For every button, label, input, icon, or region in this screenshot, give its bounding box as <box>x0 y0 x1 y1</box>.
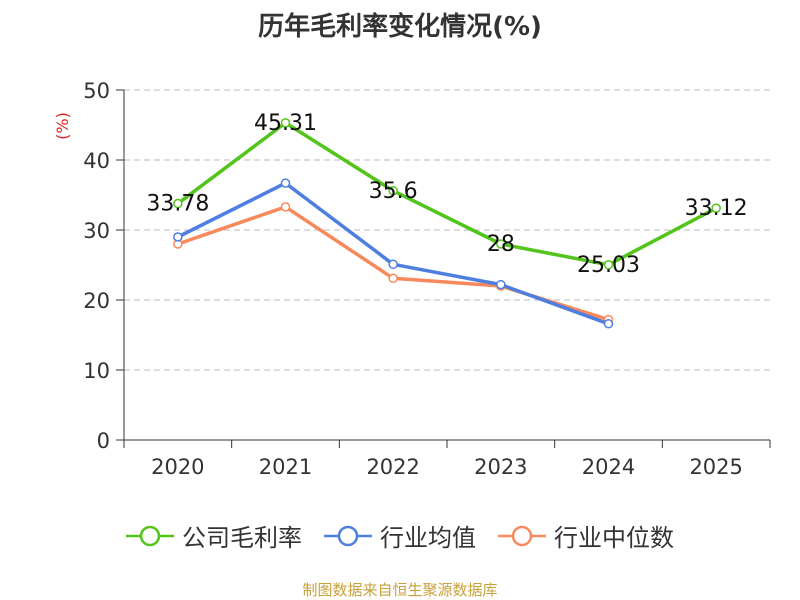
x-tick-label: 2020 <box>151 455 204 479</box>
y-tick-label: 10 <box>83 359 110 383</box>
data-point <box>496 279 506 290</box>
data-point <box>388 259 398 270</box>
data-point <box>280 118 291 128</box>
data-point <box>388 186 398 196</box>
legend-item-company[interactable]: 公司毛利率 <box>126 518 302 553</box>
x-tick-label: 2024 <box>582 455 635 479</box>
y-tick-label: 20 <box>83 289 110 313</box>
legend-swatch-industry-median <box>498 525 546 546</box>
data-point <box>603 260 614 270</box>
data-label: 25.03 <box>577 253 640 278</box>
series-line-0 <box>176 121 717 267</box>
data-point <box>603 319 614 329</box>
data-label: 45.31 <box>254 111 317 136</box>
y-tick-label: 40 <box>83 149 110 173</box>
x-tick-label: 2021 <box>259 455 312 479</box>
legend-label-company: 公司毛利率 <box>182 524 302 552</box>
legend-item-industry-median[interactable]: 行业中位数 <box>498 518 674 553</box>
y-tick-label: 30 <box>83 219 110 243</box>
data-point <box>173 198 183 209</box>
data-label: 33.12 <box>685 196 748 221</box>
y-axis-unit-label: (%) <box>53 112 72 140</box>
data-point <box>280 178 291 188</box>
data-point <box>280 202 291 212</box>
legend-swatch-industry-mean <box>324 525 372 546</box>
chart-title: 历年毛利率变化情况(%) <box>258 12 542 42</box>
y-tick-label: 50 <box>83 79 110 103</box>
data-point <box>388 273 398 284</box>
data-label: 33.78 <box>146 192 209 217</box>
source-note: 制图数据来自恒生聚源数据库 <box>302 581 498 599</box>
legend-label-industry-mean: 行业均值 <box>380 524 476 552</box>
y-tick-label: 0 <box>97 429 110 453</box>
x-tick-label: 2023 <box>474 455 527 479</box>
data-labels: 33.78 45.31 35.6 28 25.03 33.12 <box>146 111 747 278</box>
data-point <box>496 239 506 249</box>
legend-label-industry-median: 行业中位数 <box>554 524 674 552</box>
axes: 0 10 20 30 40 50 2020 2021 2022 2023 2024 2025 <box>83 79 771 479</box>
legend-item-industry-mean[interactable]: 行业均值 <box>324 518 476 553</box>
grid-lines <box>124 89 770 371</box>
x-tick-label: 2022 <box>366 455 419 479</box>
x-tick-label: 2025 <box>689 455 742 479</box>
legend: 公司毛利率 行业均值 行业中位数 <box>0 518 800 553</box>
data-point <box>711 203 721 213</box>
series-lines <box>173 118 721 329</box>
data-label: 35.6 <box>369 179 418 204</box>
legend-swatch-company <box>126 525 174 546</box>
data-point <box>173 232 183 242</box>
data-label: 28 <box>487 232 515 257</box>
